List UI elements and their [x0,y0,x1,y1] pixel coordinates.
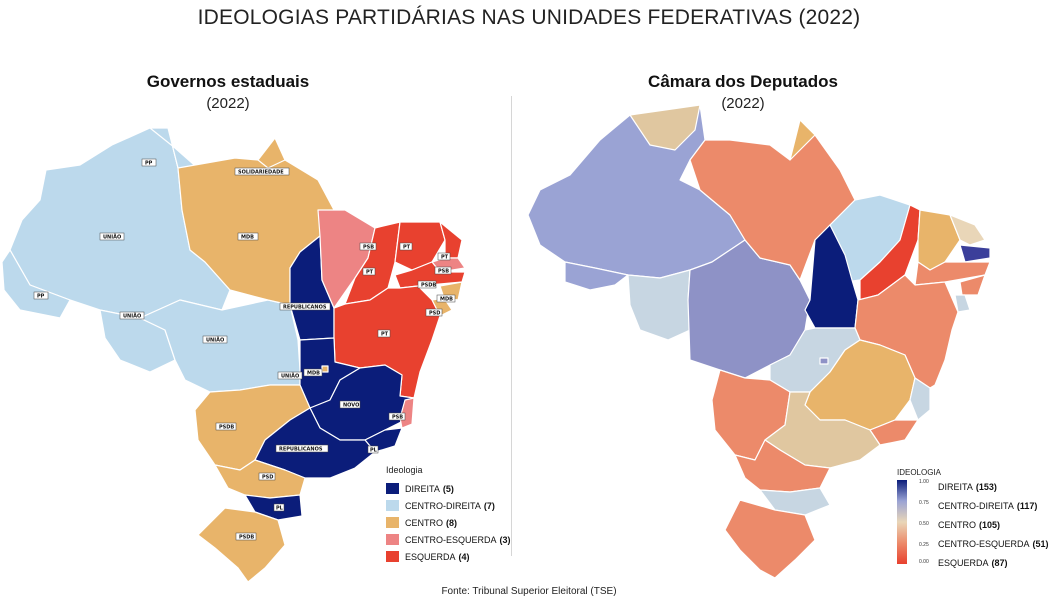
label-rj: PL [370,448,378,454]
state-ac [1,249,71,319]
dep-rn [949,214,986,246]
legend-label: CENTRO [405,517,443,528]
legend-item-centro-esquerda: CENTRO-ESQUERDA (3) [386,531,511,548]
legend-item-centro-direita: CENTRO-DIREITA (7) [386,497,511,514]
right-map-year: (2022) [721,95,765,112]
scale-tick: 0.00 [919,559,929,565]
scale-tick: 0.75 [919,500,929,506]
state-df [321,365,329,373]
left-legend-title: Ideologia [386,465,423,475]
dep-df [819,357,829,365]
dep-legend-centro: CENTRO (105) [938,519,1001,530]
legend-swatch [386,483,399,494]
legend-label: CENTRO-DIREITA [405,500,481,511]
legend-count: (7) [483,500,495,511]
scale-tick: 0.50 [919,521,929,527]
legend-item-esquerda: ESQUERDA (4) [386,548,511,565]
label-am: UNIÃO [103,234,121,241]
label-pi: PT [366,270,374,276]
dep-legend-centro-esquerda: CENTRO-ESQUERDA (51) [938,538,1049,549]
left-state-labels: PP UNIÃO PP UNIÃO UNIÃO UNIÃO SOLIDARIED… [33,158,456,541]
label-ro: UNIÃO [123,313,141,320]
label-go-unit: UNIÃO [281,373,299,380]
label-pr: PSD [262,475,273,481]
dep-ac [564,261,629,291]
label-ms: PSDB [219,425,234,431]
label-pa: MDB [241,235,254,241]
legend-count: (5) [442,483,454,494]
label-rs: PSDB [239,535,254,541]
dep-legend-esquerda: ESQUERDA (87) [938,557,1008,568]
legend-item-centro: CENTRO (8) [386,514,511,531]
label-se: PSD [429,311,440,317]
right-legend: IDEOLOGIA 1.00 0.75 0.50 0.25 0.00 DIREI… [897,468,1057,578]
legend-label: DIREITA [405,483,440,494]
left-map-title: Governos estaduais [146,72,310,91]
state-ap [257,137,286,169]
legend-swatch [386,551,399,562]
label-ce: PT [403,245,411,251]
dep-al [959,274,986,296]
legend-count: (4) [458,551,470,562]
scale-tick: 0.25 [919,542,929,548]
panel-divider [511,96,512,556]
dep-legend-centro-direita: CENTRO-DIREITA (117) [938,500,1038,511]
legend-item-direita: DIREITA (5) [386,480,511,497]
dep-rs [724,499,816,579]
label-es: PSB [392,415,403,421]
label-ap: SOLIDARIEDADE [238,170,284,176]
label-rr: PP [145,161,153,167]
state-rs [197,507,286,583]
legend-swatch [386,517,399,528]
label-mt: UNIÃO [206,337,224,344]
label-pe: PSDB [421,283,436,289]
dep-es [909,377,931,421]
source-note: Fonte: Tribunal Superior Eleitoral (TSE) [441,586,617,597]
left-legend: Ideologia DIREITA (5) CENTRO-DIREITA (7)… [386,465,511,565]
dep-pb [959,244,991,263]
legend-swatch [386,500,399,511]
legend-label: CENTRO-ESQUERDA [405,534,497,545]
right-legend-title: IDEOLOGIA [897,468,942,477]
right-map-title: Câmara dos Deputados [648,72,838,91]
dep-ro [627,269,691,341]
label-al: MDB [440,297,453,303]
left-map-year: (2022) [206,95,250,112]
label-ma: PSB [363,245,374,251]
label-ba: PT [381,332,389,338]
legend-count: (8) [446,517,457,528]
legend-label: ESQUERDA [405,551,456,562]
label-sp: REPUBLICANOS [279,447,323,453]
legend-swatch [386,534,399,545]
label-pb: PSB [438,269,449,275]
label-ac: PP [37,294,45,300]
label-df: MDB [307,371,320,377]
label-mg: NOVO [343,403,359,409]
dep-se [954,294,971,313]
dep-legend-direita: DIREITA (153) [938,481,997,492]
label-sc: PL [276,506,284,512]
main-title: IDEOLOGIAS PARTIDÁRIAS NAS UNIDADES FEDE… [197,6,861,29]
scale-tick: 1.00 [919,479,929,485]
dep-pr [734,439,831,493]
label-rn: PT [441,255,449,261]
dep-ap [789,119,816,161]
dep-rr [629,104,701,151]
legend-count: (3) [499,534,511,545]
label-to: REPUBLICANOS [283,305,327,311]
color-scale-bar [897,480,907,564]
